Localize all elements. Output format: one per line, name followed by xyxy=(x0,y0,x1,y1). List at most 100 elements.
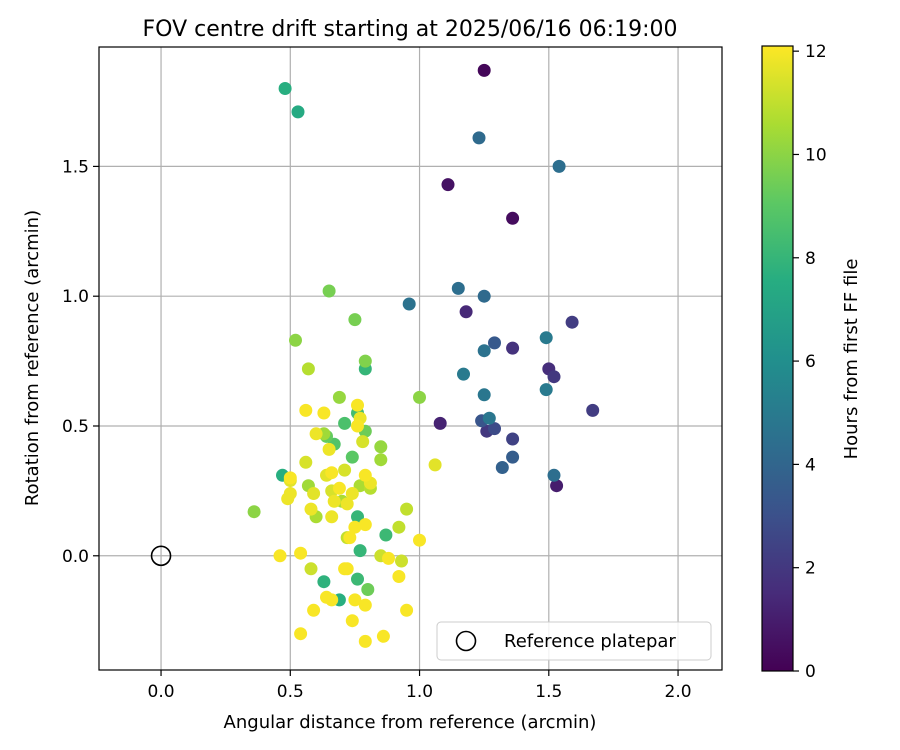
data-point xyxy=(278,82,292,95)
data-point xyxy=(317,406,331,420)
data-point xyxy=(477,388,491,402)
data-point xyxy=(348,520,362,534)
data-point xyxy=(413,533,426,547)
x-axis-label: Angular distance from reference (arcmin) xyxy=(224,712,597,733)
colorbar-tick-label: 10 xyxy=(805,145,827,165)
y-tick-label: 1.5 xyxy=(62,157,89,177)
data-point xyxy=(376,629,390,643)
x-tick-label: 0.5 xyxy=(277,682,304,702)
data-point xyxy=(550,479,564,493)
data-point xyxy=(351,398,364,412)
legend-entry-reference: Reference platepar xyxy=(504,631,676,652)
y-ticks: 0.0 0.5 1.0 1.5 xyxy=(62,157,99,567)
data-point xyxy=(325,510,339,524)
data-point xyxy=(472,131,486,145)
data-point xyxy=(506,432,520,446)
data-point xyxy=(345,450,359,464)
colorbar-frame xyxy=(761,45,794,672)
scatter-points xyxy=(247,63,600,648)
data-point xyxy=(392,520,406,534)
colorbar-label: Hours from first FF file xyxy=(841,259,862,460)
data-point xyxy=(343,531,357,545)
data-point xyxy=(441,178,455,192)
colorbar-tick-label: 6 xyxy=(805,352,816,372)
data-point xyxy=(488,336,501,350)
data-point xyxy=(309,427,323,441)
data-point xyxy=(345,487,359,500)
data-point xyxy=(351,572,364,586)
data-point xyxy=(451,281,465,295)
data-point xyxy=(506,211,520,225)
data-point xyxy=(400,502,414,516)
x-tick-label: 1.5 xyxy=(535,682,562,702)
data-point xyxy=(299,455,313,469)
data-point xyxy=(291,105,305,119)
data-point xyxy=(374,453,388,467)
data-point xyxy=(332,481,346,495)
data-point xyxy=(294,627,308,641)
data-point xyxy=(586,403,600,417)
data-point xyxy=(379,528,393,542)
data-point xyxy=(547,370,561,384)
data-point xyxy=(338,463,352,477)
data-point xyxy=(317,575,331,589)
x-tick-label: 0.0 xyxy=(148,682,175,702)
data-point xyxy=(247,505,261,519)
data-point xyxy=(565,315,579,329)
data-point xyxy=(477,63,491,77)
data-point xyxy=(325,593,339,607)
y-tick-label: 1.0 xyxy=(62,287,89,307)
data-point xyxy=(358,468,372,482)
data-point xyxy=(402,297,416,311)
data-point xyxy=(547,468,561,482)
data-point xyxy=(338,416,352,430)
data-point xyxy=(477,289,491,303)
data-point xyxy=(374,440,388,454)
data-point xyxy=(392,570,406,583)
colorbar-tick-label: 8 xyxy=(805,249,816,269)
data-point xyxy=(506,450,520,464)
data-point xyxy=(294,546,308,560)
data-point xyxy=(539,331,553,345)
data-point xyxy=(413,390,426,404)
x-tick-label: 2.0 xyxy=(665,682,692,702)
data-point xyxy=(301,362,315,376)
data-point xyxy=(495,461,509,474)
colorbar-tick-label: 12 xyxy=(805,42,827,62)
data-point xyxy=(332,390,346,404)
data-point xyxy=(358,634,372,648)
chart-title: FOV centre drift starting at 2025/06/16 … xyxy=(143,17,678,42)
data-point xyxy=(358,354,372,368)
data-point xyxy=(289,333,302,347)
data-point xyxy=(482,411,496,425)
data-point xyxy=(457,367,470,381)
data-point xyxy=(506,341,520,355)
y-axis-label: Rotation from reference (arcmin) xyxy=(22,210,43,506)
data-point xyxy=(428,458,442,472)
data-point xyxy=(322,442,336,456)
data-point xyxy=(353,544,367,558)
data-point xyxy=(348,313,362,327)
y-tick-label: 0.0 xyxy=(62,547,89,567)
data-point xyxy=(345,614,359,628)
data-point xyxy=(361,583,375,596)
x-tick-label: 1.0 xyxy=(406,682,433,702)
data-point xyxy=(400,603,414,617)
data-point xyxy=(281,492,295,506)
data-point xyxy=(283,471,297,485)
data-point xyxy=(304,502,318,516)
legend-marker-reference xyxy=(455,630,477,652)
data-point xyxy=(325,466,339,480)
data-point xyxy=(477,344,491,358)
reference-marker xyxy=(150,545,172,567)
data-point xyxy=(395,554,408,568)
colorbar: 0 2 4 6 8 10 12 Hours from first FF file xyxy=(761,42,862,682)
data-point xyxy=(356,435,370,449)
plot-frame xyxy=(98,46,723,671)
data-point xyxy=(340,497,354,511)
data-point xyxy=(348,593,362,607)
data-point xyxy=(299,403,313,417)
data-point xyxy=(307,603,321,617)
legend-box xyxy=(436,621,712,661)
